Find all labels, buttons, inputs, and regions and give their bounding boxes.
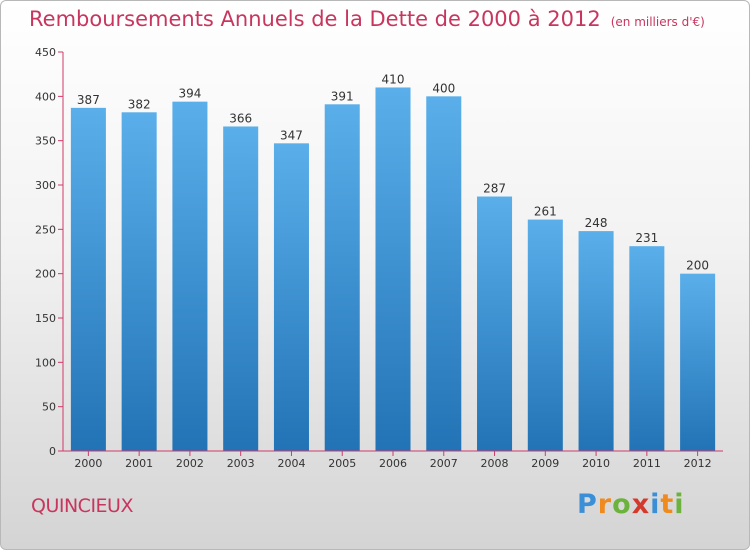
bar-2007 xyxy=(426,96,462,451)
logo-letter: r xyxy=(597,489,613,520)
bar-2002 xyxy=(172,101,208,452)
logo-letter: t xyxy=(660,489,675,520)
y-tick-label: 100 xyxy=(35,356,56,369)
value-label-2010: 248 xyxy=(585,216,608,230)
bar-2010 xyxy=(578,231,614,451)
x-tick-label-2002: 2002 xyxy=(176,457,204,470)
y-tick-label: 450 xyxy=(35,46,56,59)
chart-title: Remboursements Annuels de la Dette de 20… xyxy=(29,7,705,31)
title-text: Remboursements Annuels de la Dette de 20… xyxy=(29,7,601,31)
value-label-2000: 387 xyxy=(77,93,100,107)
bar-2011 xyxy=(629,246,665,451)
value-label-2008: 287 xyxy=(483,182,506,196)
x-tick-label-2005: 2005 xyxy=(328,457,356,470)
x-tick-label-2000: 2000 xyxy=(74,457,102,470)
x-tick-label-2007: 2007 xyxy=(430,457,458,470)
bar-2000 xyxy=(70,107,106,452)
x-tick-label-2009: 2009 xyxy=(531,457,559,470)
bar-2003 xyxy=(223,126,259,451)
bars xyxy=(70,87,716,452)
value-label-2005: 391 xyxy=(331,89,354,103)
x-tick-label-2010: 2010 xyxy=(582,457,610,470)
value-label-2004: 347 xyxy=(280,128,303,142)
y-tick-label: 350 xyxy=(35,135,56,148)
y-tick-label: 50 xyxy=(42,401,56,414)
bar-2012 xyxy=(680,273,716,451)
y-tick-label: 300 xyxy=(35,179,56,192)
y-axis-ticks: 0 50 100 150 200 250 300 350 400 450 xyxy=(35,46,63,458)
bar-2006 xyxy=(375,87,411,451)
y-tick-label: 400 xyxy=(35,90,56,103)
logo-letter: i xyxy=(650,489,661,520)
town-name: QUINCIEUX xyxy=(31,495,133,517)
value-label-2002: 394 xyxy=(178,87,201,101)
logo-letter: x xyxy=(631,489,651,520)
unit-label: (en milliers d'€) xyxy=(610,15,705,29)
proxiti-logo: Proxiti xyxy=(577,489,685,520)
x-tick-label-2006: 2006 xyxy=(379,457,407,470)
bar-2009 xyxy=(527,219,563,451)
logo-letter: P xyxy=(577,489,598,520)
bar-2005 xyxy=(324,104,360,452)
logo-letter: i xyxy=(674,489,685,520)
bar-2008 xyxy=(477,196,513,451)
value-label-2009: 261 xyxy=(534,205,557,219)
x-tick-label-2008: 2008 xyxy=(481,457,509,470)
x-tick-label-2001: 2001 xyxy=(125,457,153,470)
x-tick-label-2004: 2004 xyxy=(277,457,305,470)
bar-2004 xyxy=(273,143,309,451)
value-label-2007: 400 xyxy=(432,81,455,95)
logo-letter: o xyxy=(612,489,632,520)
value-label-2001: 382 xyxy=(128,97,151,111)
x-tick-label-2003: 2003 xyxy=(227,457,255,470)
value-label-2003: 366 xyxy=(229,111,252,125)
value-label-2011: 231 xyxy=(635,231,658,245)
y-tick-label: 150 xyxy=(35,312,56,325)
value-label-2006: 410 xyxy=(382,72,405,86)
x-tick-label-2012: 2012 xyxy=(684,457,712,470)
x-axis-labels: 2000 2001 2002 2003 2004 2005 2006 2007 2008 2009… xyxy=(74,451,712,470)
value-labels: 387 382 394 366 347 391 410 400 287 261 248 231 200 xyxy=(77,72,709,272)
y-tick-label: 250 xyxy=(35,223,56,236)
x-tick-label-2011: 2011 xyxy=(633,457,661,470)
y-tick-label: 200 xyxy=(35,268,56,281)
value-label-2012: 200 xyxy=(686,259,709,273)
bar-2001 xyxy=(121,112,157,451)
y-tick-label: 0 xyxy=(49,445,56,458)
